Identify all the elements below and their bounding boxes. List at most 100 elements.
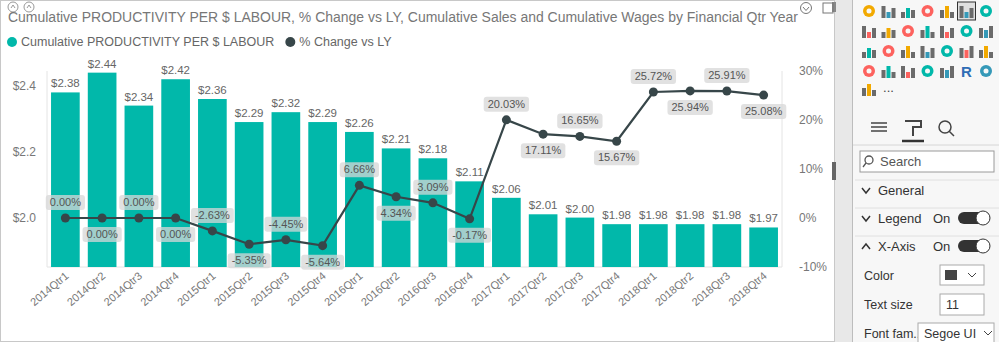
y-axis-line bbox=[47, 71, 48, 267]
bar bbox=[639, 224, 668, 267]
toggle-switch[interactable] bbox=[958, 212, 990, 224]
bar bbox=[713, 224, 742, 267]
x-tick-label: 2018Qtr1 bbox=[616, 269, 659, 308]
line-label: 25.72% bbox=[631, 69, 676, 84]
icon-shape bbox=[867, 9, 872, 14]
line-marker bbox=[722, 87, 731, 96]
y2-tick-label: 30% bbox=[799, 64, 823, 78]
pane-tabs bbox=[853, 121, 999, 145]
icon-shape bbox=[979, 28, 983, 38]
line-label: 4.34% bbox=[377, 206, 416, 221]
line-label: 17.11% bbox=[521, 143, 566, 158]
visual-icon[interactable]: ... bbox=[883, 80, 894, 95]
visual-icon[interactable] bbox=[941, 45, 953, 57]
bar-label: $1.98 bbox=[602, 209, 631, 221]
visual-icon[interactable] bbox=[960, 46, 974, 58]
pane-property: Font fam...Segoe UI bbox=[864, 323, 994, 342]
visual-icon[interactable] bbox=[980, 65, 992, 77]
bar-label: $2.18 bbox=[418, 143, 447, 155]
visual-icon[interactable] bbox=[882, 6, 896, 18]
line-label: 20.03% bbox=[484, 97, 529, 112]
visual-icon[interactable] bbox=[922, 5, 934, 17]
line-label-bg bbox=[484, 97, 529, 112]
color-picker[interactable] bbox=[940, 265, 984, 285]
line-label-bg bbox=[156, 227, 195, 242]
bar-label: $2.36 bbox=[198, 84, 227, 96]
visual-icon[interactable] bbox=[940, 66, 954, 78]
line-label-bg bbox=[448, 228, 491, 243]
line-label-bg bbox=[667, 100, 712, 115]
visual-icon[interactable]: R bbox=[961, 63, 972, 80]
visual-icon[interactable] bbox=[882, 66, 896, 78]
pane-section[interactable]: LegendOn bbox=[855, 208, 999, 226]
visual-icon[interactable] bbox=[940, 6, 954, 18]
visual-icon[interactable] bbox=[922, 65, 934, 77]
fields-tab-icon[interactable] bbox=[871, 130, 887, 132]
drill-down-icon[interactable] bbox=[801, 3, 812, 14]
visual-icon[interactable] bbox=[901, 46, 915, 58]
section-chevron bbox=[862, 244, 870, 249]
pane-section[interactable]: X-AxisOn bbox=[855, 236, 999, 254]
data-labels: $2.38$2.44$2.34$2.42$2.36$2.29$2.32$2.29… bbox=[46, 58, 787, 270]
x-tick-label: 2016Qtr2 bbox=[359, 269, 402, 308]
search-box[interactable] bbox=[860, 151, 994, 172]
visual-icon[interactable] bbox=[940, 26, 954, 38]
visual-icon[interactable] bbox=[921, 46, 935, 58]
icon-shape bbox=[970, 46, 974, 58]
line-label: -4.45% bbox=[264, 217, 307, 232]
line-label: -2.63% bbox=[191, 208, 234, 223]
page: Cumulative PRODUCTIVITY PER $ LABOUR, % … bbox=[0, 0, 999, 342]
format-tab-icon[interactable] bbox=[905, 121, 921, 136]
toggle-switch[interactable] bbox=[958, 240, 990, 252]
toggle-label: On bbox=[933, 211, 950, 226]
property-label: Font fam... bbox=[864, 327, 924, 341]
property-input[interactable] bbox=[918, 323, 994, 342]
visual-icon[interactable] bbox=[863, 5, 875, 17]
visual-icon[interactable] bbox=[921, 26, 935, 38]
icon-shape bbox=[862, 88, 866, 96]
icon-text: ... bbox=[883, 80, 894, 95]
property-input[interactable] bbox=[940, 294, 984, 315]
pane-section[interactable]: General bbox=[855, 180, 999, 198]
visual-icon[interactable] bbox=[863, 65, 875, 77]
line-label-text: 6.66% bbox=[344, 163, 375, 175]
visual-icon[interactable] bbox=[882, 28, 896, 38]
visual-icon[interactable] bbox=[862, 84, 876, 96]
bar bbox=[529, 214, 558, 267]
legend-label: Cumulative PRODUCTIVITY PER $ LABOUR bbox=[21, 35, 274, 49]
visual-icon[interactable] bbox=[958, 2, 976, 20]
visual-icon[interactable] bbox=[862, 48, 876, 58]
icon-shape bbox=[940, 68, 944, 78]
bar-label: $2.34 bbox=[124, 91, 153, 103]
bar bbox=[198, 99, 227, 267]
line-label: 25.08% bbox=[741, 104, 786, 119]
icon-shape bbox=[892, 8, 896, 18]
line-label-bg bbox=[191, 208, 234, 223]
visual-icon[interactable] bbox=[862, 26, 876, 38]
icon-shape bbox=[980, 5, 992, 17]
visual-icon[interactable] bbox=[980, 5, 992, 17]
fields-tab-icon[interactable] bbox=[871, 122, 887, 124]
line-label: 25.91% bbox=[704, 68, 749, 83]
visual-icon[interactable] bbox=[961, 25, 973, 37]
toggle-label: On bbox=[933, 239, 950, 254]
icon-shape bbox=[887, 66, 891, 78]
visual-icon[interactable] bbox=[901, 8, 915, 18]
visual-icon[interactable] bbox=[883, 45, 895, 57]
visual-icon[interactable] bbox=[902, 25, 914, 37]
bar-label: $2.06 bbox=[492, 183, 521, 195]
visual-gallery: R... bbox=[862, 2, 993, 96]
visual-icon[interactable] bbox=[979, 46, 993, 58]
x-tick-label: 2016Qtr4 bbox=[432, 269, 475, 308]
pane-property: Text size11 bbox=[864, 294, 984, 315]
fields-tab-icon[interactable] bbox=[871, 126, 887, 128]
focus-icon[interactable] bbox=[823, 3, 833, 13]
line-label-bg bbox=[340, 162, 379, 177]
bar bbox=[125, 106, 154, 267]
line-label-text: 4.34% bbox=[381, 207, 412, 219]
visual-icon[interactable] bbox=[901, 66, 915, 78]
bar-label: $1.98 bbox=[712, 209, 741, 221]
icon-shape bbox=[965, 50, 969, 58]
pane-bg bbox=[852, 0, 999, 342]
visual-icon[interactable] bbox=[979, 26, 993, 38]
